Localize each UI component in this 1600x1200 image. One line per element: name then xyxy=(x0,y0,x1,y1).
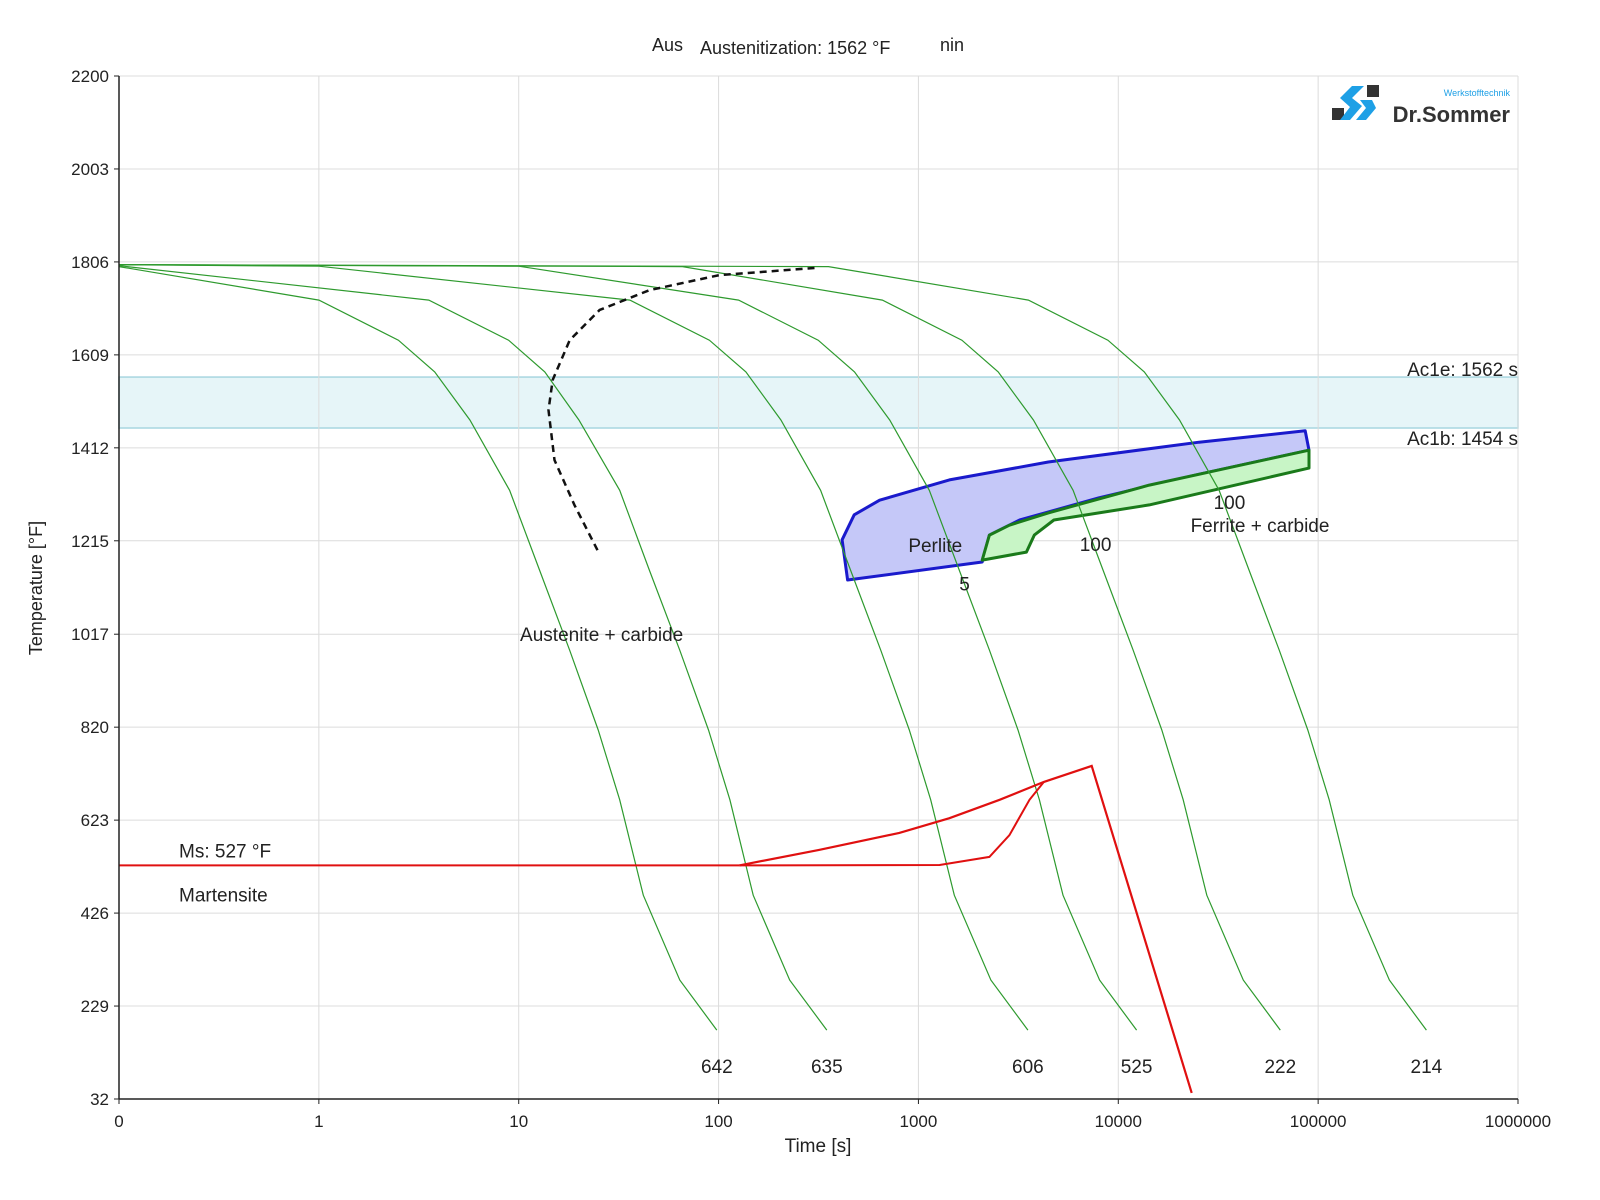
y-tick-label: 426 xyxy=(81,904,109,923)
x-tick-label: 0 xyxy=(114,1112,123,1131)
y-tick-label: 2003 xyxy=(71,160,109,179)
logo-s-icon-lower xyxy=(1356,100,1376,120)
x-tick-label: 100 xyxy=(704,1112,732,1131)
annotation: 100 xyxy=(1214,493,1246,514)
cooling-curve-222 xyxy=(118,264,1281,1031)
title-fragment-1: Aus xyxy=(652,35,683,55)
x-tick-label: 10000 xyxy=(1095,1112,1142,1131)
y-tick-label: 623 xyxy=(81,811,109,830)
x-tick-label: 1000 xyxy=(900,1112,938,1131)
y-tick-label: 1017 xyxy=(71,625,109,644)
ac1e-label: Ac1e: 1562 s xyxy=(1407,360,1518,381)
cooling-curve-525 xyxy=(118,264,1138,1031)
ac1b-label: Ac1b: 1454 s xyxy=(1407,429,1518,450)
y-tick-label: 1806 xyxy=(71,253,109,272)
y-tick-label: 229 xyxy=(81,997,109,1016)
y-tick-label: 1215 xyxy=(71,532,109,551)
y-tick-label: 32 xyxy=(90,1090,109,1109)
chart-title: Aus Austenitization: 1562 °F nin xyxy=(652,35,964,58)
title-fragment-2: nin xyxy=(940,35,964,55)
cooling-curve-hardness-label: 635 xyxy=(811,1057,843,1078)
cooling-curve-642 xyxy=(118,266,718,1031)
martensite-upper-curve xyxy=(739,764,1193,1094)
x-axis-label: Time [s] xyxy=(785,1136,852,1157)
annotation: 5 xyxy=(959,575,970,596)
ac1-band xyxy=(118,376,1519,429)
title-main: Austenitization: 1562 °F xyxy=(700,38,890,58)
y-tick-label: 1609 xyxy=(71,346,109,365)
cooling-curve-hardness-label: 642 xyxy=(701,1057,733,1078)
region-label: Ferrite + carbide xyxy=(1191,516,1330,537)
dr-sommer-logo: Werkstofftechnik Dr.Sommer xyxy=(1332,85,1510,127)
y-tick-label: 820 xyxy=(81,718,109,737)
logo-name: Dr.Sommer xyxy=(1393,102,1511,127)
logo-square-left xyxy=(1332,108,1344,120)
region-label: Perlite xyxy=(908,536,962,557)
x-tick-label: 10 xyxy=(509,1112,528,1131)
x-tick-label: 1000000 xyxy=(1485,1112,1551,1131)
cooling-curve-214 xyxy=(118,264,1427,1031)
cooling-curve-635 xyxy=(118,265,828,1031)
ms-label: Ms: 527 °F xyxy=(179,841,271,862)
martensite-label: Martensite xyxy=(179,885,268,906)
y-tick-label: 2200 xyxy=(71,67,109,86)
cooling-curve-hardness-label: 525 xyxy=(1121,1057,1153,1078)
cooling-curve-hardness-label: 606 xyxy=(1012,1057,1044,1078)
cooling-curve-606 xyxy=(118,264,1029,1031)
cooling-curve-hardness-label: 222 xyxy=(1264,1057,1296,1078)
logo-s-icon xyxy=(1340,86,1364,120)
x-tick-label: 1 xyxy=(314,1112,323,1131)
y-axis-label: Temperature [°F] xyxy=(26,521,46,655)
cooling-curve-hardness-label: 214 xyxy=(1411,1057,1443,1078)
y-tick-label: 1412 xyxy=(71,439,109,458)
x-tick-label: 100000 xyxy=(1290,1112,1347,1131)
annotation: Austenite + carbide xyxy=(520,625,683,646)
logo-tagline: Werkstofftechnik xyxy=(1444,88,1511,98)
martensite-lower-curve xyxy=(739,781,1045,867)
region-ferrite-carbide xyxy=(980,448,1311,562)
austenitization-dashed-curve xyxy=(547,266,815,551)
annotation: 100 xyxy=(1080,535,1112,556)
logo-square-right xyxy=(1367,85,1379,97)
